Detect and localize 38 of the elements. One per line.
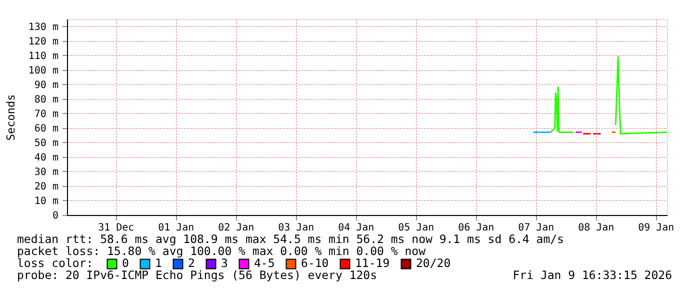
x-tick-label: 03 Jan [278, 222, 314, 234]
x-tick-label: 06 Jan [458, 222, 494, 234]
text: packet loss: 15.80 % avg 100.00 % max 0.00 % min 0.00 % now [17, 244, 426, 258]
text: median rtt: 58.6 ms avg 108.9 ms max 54.5 ms min 56.2 ms now 9.1 ms sd 6.4 am/s [17, 232, 564, 246]
legend-label: 4-5 [254, 256, 275, 270]
legend-label: 3 [221, 256, 228, 270]
y-tick-label: 120 m [28, 36, 58, 48]
y-tick-label: 70 m [34, 108, 58, 120]
text: probe: 20 IPv6-ICMP Echo Pings (56 Bytes) every 120s [17, 268, 378, 282]
y-tick-label: 130 m [28, 22, 58, 33]
legend-label: 20/20 [416, 256, 451, 270]
text: Fri Jan 9 16:33:15 2026 [512, 268, 672, 282]
x-tick-label: 08 Jan [578, 222, 614, 234]
x-tick-label: 01 Jan [158, 222, 194, 234]
x-tick-label: 09 Jan [638, 222, 674, 234]
x-tick-label: 05 Jan [398, 222, 434, 234]
y-tick-label: 0 [52, 210, 58, 222]
legend-label: 1 [155, 256, 162, 270]
y-tick-label: 100 m [28, 65, 58, 76]
y-tick-label: 20 m [34, 181, 58, 192]
legend-title: loss color: [17, 256, 94, 270]
x-tick-label: 07 Jan [518, 222, 554, 234]
y-tick-label: 30 m [34, 166, 58, 178]
y-axis-title: Seconds [4, 94, 18, 141]
legend-label: 2 [188, 256, 195, 270]
y-tick-label: 80 m [34, 94, 58, 106]
y-tick-label: 50 m [34, 138, 58, 149]
y-tick-label: 10 m [34, 196, 58, 207]
y-tick-label: 40 m [34, 152, 58, 164]
legend-label: 6-10 [301, 256, 329, 270]
x-tick-label: 31 Dec [98, 222, 134, 234]
y-tick-label: 90 m [34, 80, 58, 91]
x-tick-label: 04 Jan [338, 222, 374, 234]
legend-label: 0 [122, 256, 129, 270]
x-tick-label: 02 Jan [218, 222, 254, 234]
y-tick-label: 110 m [28, 50, 58, 62]
legend-label: 11-19 [355, 256, 390, 270]
y-tick-label: 60 m [34, 123, 58, 134]
